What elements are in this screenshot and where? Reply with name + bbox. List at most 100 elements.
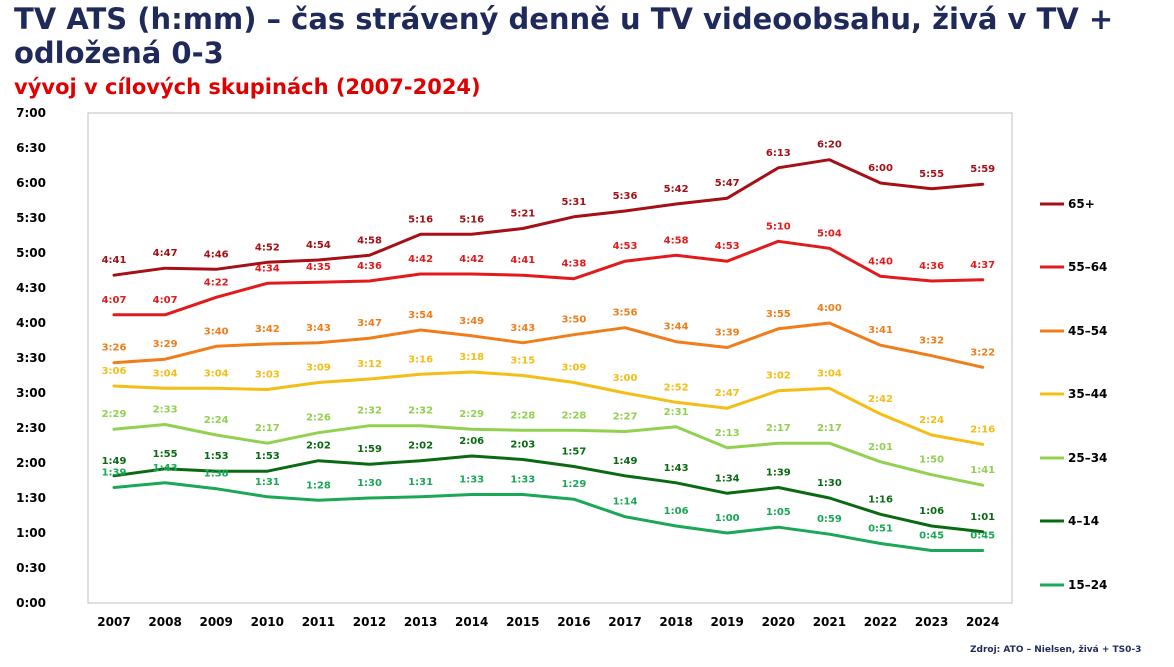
data-label: 1:34 (715, 473, 740, 484)
data-label: 4:58 (357, 235, 382, 246)
data-label: 2:06 (459, 436, 484, 447)
data-label: 4:47 (153, 248, 178, 259)
data-label: 1:55 (153, 449, 178, 460)
data-label: 4:34 (255, 263, 280, 274)
data-label: 4:37 (970, 260, 995, 271)
data-label: 4:42 (459, 254, 484, 265)
data-label: 4:07 (102, 295, 127, 306)
data-label: 4:40 (868, 256, 893, 267)
data-label: 3:29 (153, 339, 178, 350)
data-label: 5:04 (817, 228, 842, 239)
data-label: 4:53 (613, 241, 638, 252)
data-label: 5:10 (766, 221, 791, 232)
data-label: 4:53 (715, 241, 740, 252)
data-label: 3:41 (868, 325, 893, 336)
data-label: 1:29 (561, 479, 586, 490)
data-label: 2:52 (664, 382, 689, 393)
data-label: 1:06 (664, 506, 689, 517)
x-tick-label: 2007 (97, 615, 130, 629)
x-tick-label: 2015 (506, 615, 539, 629)
series-line-35–44 (112, 370, 985, 446)
data-label: 1:39 (102, 468, 127, 479)
data-label: 3:49 (459, 316, 484, 327)
legend-label: 4–14 (1068, 514, 1099, 528)
data-label: 2:27 (613, 412, 638, 423)
x-tick-label: 2020 (762, 615, 795, 629)
data-label: 3:04 (204, 368, 229, 379)
legend-label: 55–64 (1068, 260, 1107, 274)
data-label: 3:18 (459, 352, 484, 363)
data-label: 2:02 (408, 441, 433, 452)
data-label: 4:42 (408, 254, 433, 265)
data-label: 3:00 (613, 373, 638, 384)
data-label: 5:21 (510, 209, 535, 220)
data-label: 5:42 (664, 184, 689, 195)
data-label: 1:33 (459, 475, 484, 486)
data-label: 3:43 (510, 323, 535, 334)
data-label: 4:46 (204, 249, 229, 260)
data-label: 2:03 (510, 440, 535, 451)
data-label: 4:41 (102, 255, 127, 266)
y-tick-label: 2:30 (16, 421, 46, 435)
data-label: 2:16 (970, 424, 995, 435)
data-label: 2:26 (306, 413, 331, 424)
x-tick-label: 2014 (455, 615, 488, 629)
y-tick-label: 0:30 (16, 561, 46, 575)
data-label: 3:32 (919, 336, 944, 347)
data-label: 3:09 (306, 363, 331, 374)
data-label: 2:31 (664, 407, 689, 418)
chart-subtitle: vývoj v cílových skupinách (2007-2024) (14, 75, 481, 99)
data-label: 4:07 (153, 295, 178, 306)
x-tick-label: 2023 (915, 615, 948, 629)
x-tick-label: 2008 (148, 615, 181, 629)
y-tick-label: 2:00 (16, 456, 46, 470)
data-label: 1:33 (510, 475, 535, 486)
y-tick-label: 4:30 (16, 281, 46, 295)
data-label: 3:40 (204, 326, 229, 337)
x-tick-label: 2021 (813, 615, 846, 629)
data-label: 2:28 (561, 410, 586, 421)
data-label: 4:36 (919, 261, 944, 272)
data-label: 1:49 (613, 456, 638, 467)
data-label: 3:03 (255, 370, 280, 381)
data-label: 1:30 (817, 478, 842, 489)
data-label: 5:36 (613, 191, 638, 202)
data-label: 3:06 (102, 366, 127, 377)
y-tick-label: 1:00 (16, 526, 46, 540)
y-tick-label: 7:00 (16, 106, 46, 120)
series-line-45–54 (112, 321, 985, 369)
chart-title: TV ATS (h:mm) – čas strávený denně u TV … (14, 2, 1114, 70)
data-label: 2:28 (510, 410, 535, 421)
data-label: 1:31 (408, 477, 433, 488)
data-label: 1:39 (766, 468, 791, 479)
x-tick-label: 2016 (557, 615, 590, 629)
y-tick-label: 6:30 (16, 141, 46, 155)
data-label: 4:00 (817, 303, 842, 314)
data-label: 5:59 (970, 164, 995, 175)
x-tick-label: 2010 (251, 615, 284, 629)
data-label: 2:29 (102, 409, 127, 420)
data-label: 5:31 (561, 197, 586, 208)
y-tick-label: 6:00 (16, 176, 46, 190)
source-note: Zdroj: ATO – Nielsen, živá + TS0-3 (970, 645, 1142, 655)
data-label: 3:50 (561, 315, 586, 326)
data-label: 2:24 (919, 415, 944, 426)
data-label: 3:43 (306, 323, 331, 334)
data-label: 4:36 (357, 261, 382, 272)
x-tick-label: 2018 (659, 615, 692, 629)
data-label: 6:13 (766, 148, 791, 159)
data-label: 1:53 (255, 451, 280, 462)
data-label: 4:38 (561, 259, 586, 270)
data-label: 2:17 (766, 423, 791, 434)
x-tick-label: 2011 (302, 615, 335, 629)
data-label: 2:47 (715, 388, 740, 399)
legend-label: 45–54 (1068, 324, 1107, 338)
y-tick-label: 3:30 (16, 351, 46, 365)
data-label: 2:02 (306, 441, 331, 452)
data-label: 1:16 (868, 494, 893, 505)
data-label: 3:56 (613, 308, 638, 319)
data-label: 1:50 (919, 455, 944, 466)
data-label: 3:04 (153, 368, 178, 379)
data-label: 4:54 (306, 240, 331, 251)
